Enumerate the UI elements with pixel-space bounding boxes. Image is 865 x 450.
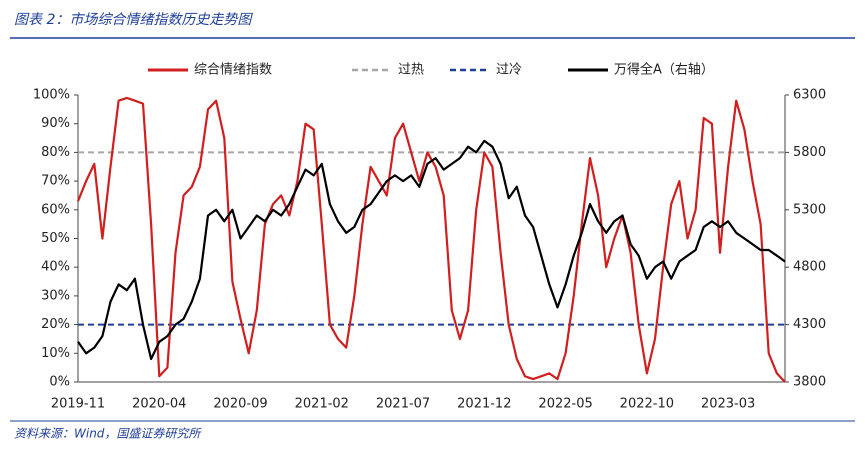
y-tick-label: 100%: [33, 88, 70, 103]
chart-title: 图表 2：市场综合情绪指数历史走势图: [14, 12, 253, 28]
x-tick-label: 2020-04: [132, 397, 186, 412]
x-tick-label: 2020-09: [213, 397, 267, 412]
legend-label: 过冷: [496, 63, 522, 78]
x-tick-label: 2019-11: [51, 397, 105, 412]
legend-label: 过热: [398, 63, 424, 78]
y-tick-label: 90%: [41, 116, 70, 131]
y-tick-label: 20%: [41, 317, 70, 332]
y-tick-label: 30%: [41, 288, 70, 303]
x-tick-label: 2022-05: [538, 397, 592, 412]
x-tick-label: 2023-03: [701, 397, 755, 412]
y2-tick-label: 5800: [793, 145, 826, 160]
y-tick-label: 70%: [41, 174, 70, 189]
x-tick-label: 2022-10: [620, 397, 674, 412]
source: 资料来源：Wind，国盛证券研究所: [14, 427, 202, 441]
series-line: [76, 96, 786, 383]
legend-label: 万得全A（右轴）: [614, 62, 714, 78]
y2-tick-label: 4800: [793, 260, 826, 275]
series-line: [77, 139, 786, 361]
y2-tick-label: 3800: [793, 375, 826, 390]
x-tick-label: 2021-02: [295, 397, 349, 412]
y-tick-label: 0%: [49, 375, 70, 390]
y-tick-label: 80%: [41, 145, 70, 160]
y2-tick-label: 6300: [793, 88, 826, 103]
y-tick-label: 10%: [41, 346, 70, 361]
y2-tick-label: 5300: [793, 202, 826, 217]
x-tick-label: 2021-07: [376, 397, 430, 412]
y-tick-label: 40%: [41, 260, 70, 275]
y-tick-label: 50%: [41, 231, 70, 246]
y-tick-label: 60%: [41, 202, 70, 217]
x-tick-label: 2021-12: [457, 397, 511, 412]
y2-tick-label: 4300: [793, 317, 826, 332]
legend-label: 综合情绪指数: [194, 63, 272, 78]
